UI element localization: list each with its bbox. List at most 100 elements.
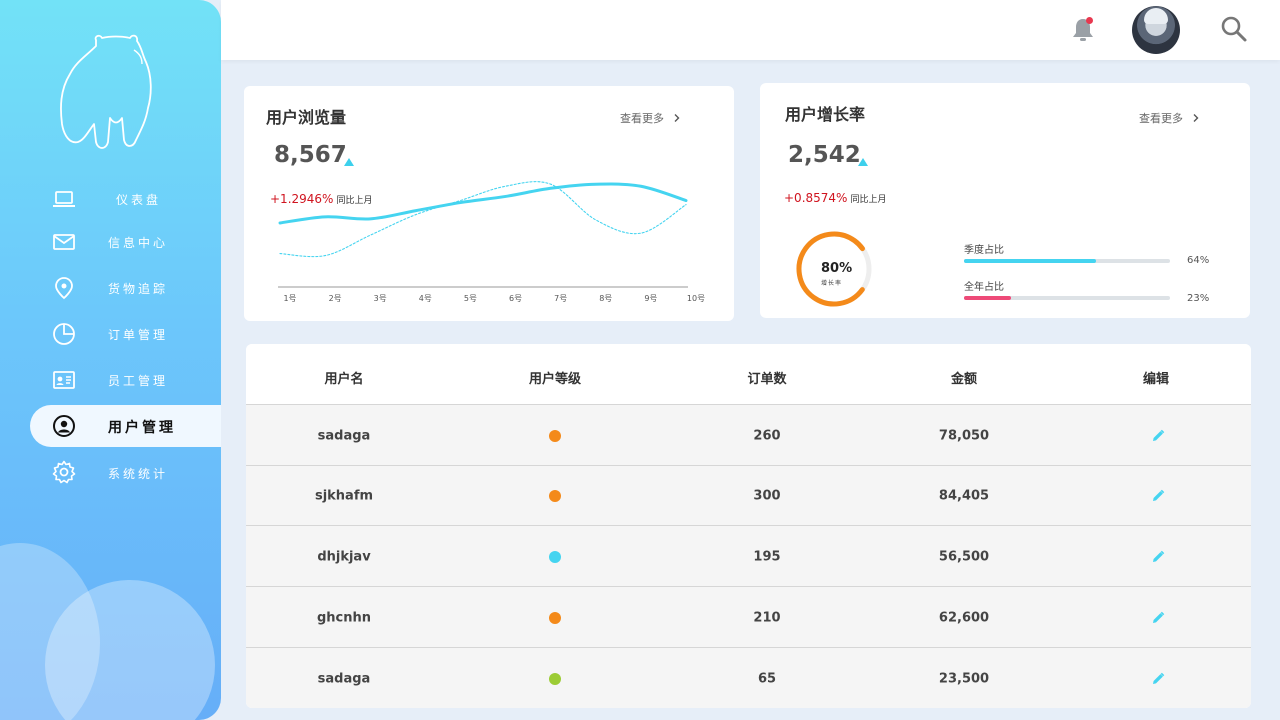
pencil-icon[interactable]	[1151, 429, 1165, 443]
chevron-right-icon	[674, 114, 679, 122]
table-header: 用户名 用户等级 订单数 金额 编辑	[246, 344, 1251, 404]
table-row[interactable]: sadaga 260 78,050	[246, 404, 1251, 465]
quarter-bar	[964, 259, 1170, 263]
sidebar-item-label: 用户管理	[108, 420, 176, 436]
sidebar-item-staff-management[interactable]: 员工管理	[30, 359, 221, 401]
user-name-cell: ghcnhn	[316, 610, 372, 626]
amount-cell: 23,500	[938, 671, 990, 687]
bell-icon[interactable]	[1070, 16, 1096, 44]
sidebar-item-label: 系统统计	[108, 467, 169, 481]
amount-cell: 78,050	[938, 428, 990, 444]
column-header[interactable]: 编辑	[1142, 372, 1170, 387]
user-name-cell: sadaga	[317, 671, 371, 687]
user-name-cell: sadaga	[317, 428, 371, 444]
x-tick-label: 10号	[687, 294, 705, 303]
pencil-icon[interactable]	[1151, 550, 1165, 564]
level-dot	[549, 430, 561, 442]
gauge-value: 80%	[821, 261, 853, 276]
pencil-icon[interactable]	[1151, 489, 1165, 503]
search-icon[interactable]	[1220, 15, 1248, 43]
change-value: +1.2946%	[270, 192, 334, 206]
table-row[interactable]: ghcnhn 210 62,600	[246, 586, 1251, 647]
amount-cell: 56,500	[938, 549, 990, 565]
amount-cell: 84,405	[938, 488, 990, 504]
table-row[interactable]: dhjkjav 195 56,500	[246, 525, 1251, 586]
gauge-label: 增长率	[821, 280, 843, 287]
x-tick-label: 2号	[329, 294, 342, 303]
bar-value: 23%	[1187, 293, 1210, 304]
sidebar-item-user-management[interactable]: 用户管理	[30, 405, 221, 447]
x-tick-label: 5号	[464, 294, 477, 303]
column-header[interactable]: 用户等级	[528, 372, 582, 387]
card-title: 用户增长率	[785, 105, 866, 124]
pencil-icon[interactable]	[1151, 611, 1165, 625]
sidebar-item-dashboard[interactable]: 仪表盘	[30, 178, 221, 220]
x-tick-label: 6号	[509, 294, 522, 303]
line-chart: 1号 2号 3号 4号 5号 6号 7号 8号 9号 10号	[278, 181, 705, 303]
column-header[interactable]: 用户名	[324, 372, 364, 387]
up-triangle-icon	[858, 158, 868, 166]
view-more-label: 查看更多	[620, 112, 664, 125]
bar-fill	[964, 259, 1096, 263]
avatar[interactable]	[1132, 6, 1180, 54]
avatar-hat	[1144, 8, 1168, 24]
x-tick-label: 4号	[419, 294, 432, 303]
amount-cell: 62,600	[938, 610, 990, 626]
orders-cell: 65	[757, 671, 777, 687]
chevron-right-icon	[1193, 114, 1198, 122]
view-more-link[interactable]: 查看更多	[1139, 110, 1201, 126]
column-header[interactable]: 金额	[950, 372, 978, 387]
change-value: +0.8574%	[784, 191, 848, 205]
sidebar-item-system-stats[interactable]: 系统统计	[30, 456, 221, 498]
gear-icon	[52, 460, 76, 484]
year-bar	[964, 296, 1170, 300]
orders-cell: 260	[753, 428, 781, 444]
bear-logo-icon	[60, 34, 152, 149]
mail-icon	[53, 234, 75, 250]
growth-value: 2,542	[788, 142, 861, 168]
views-value: 8,567	[274, 142, 347, 168]
top-bar	[221, 0, 1280, 60]
id-card-icon	[53, 371, 75, 389]
notification-dot	[1086, 17, 1093, 24]
sidebar-item-label: 货物追踪	[108, 282, 169, 296]
sidebar-item-info-center[interactable]: 信息中心	[30, 221, 221, 263]
sidebar-item-label: 仪表盘	[116, 193, 162, 207]
compare-label: 同比上月	[336, 196, 373, 206]
orders-cell: 210	[753, 610, 781, 626]
views-change: +1.2946% 同比上月	[270, 192, 372, 206]
card-title: 用户浏览量	[266, 108, 347, 127]
sidebar-item-cargo-tracking[interactable]: 货物追踪	[30, 267, 221, 309]
pie-chart-icon	[53, 323, 75, 345]
level-dot	[549, 490, 561, 502]
bar-value: 64%	[1187, 255, 1210, 266]
table-row[interactable]: sjkhafm 300 84,405	[246, 465, 1251, 525]
user-views-card: 用户浏览量 查看更多 8,567 +1.2946% 同比上月 1号 2号 3号 4号 5号…	[244, 86, 734, 321]
user-circle-icon	[53, 415, 75, 437]
growth-gauge	[796, 231, 872, 307]
up-triangle-icon	[344, 158, 354, 166]
x-tick-label: 9号	[644, 294, 657, 303]
sidebar-item-order-management[interactable]: 订单管理	[30, 313, 221, 355]
gauge-arc	[796, 231, 872, 307]
user-name-cell: dhjkjav	[317, 549, 371, 565]
decorative-bubble	[45, 580, 215, 720]
laptop-icon	[53, 191, 75, 207]
bar-fill	[964, 296, 1012, 300]
x-tick-label: 1号	[283, 294, 296, 303]
column-header[interactable]: 订单数	[747, 372, 787, 387]
sidebar: 仪表盘 信息中心 货物追踪 订单管理	[0, 0, 221, 720]
location-pin-icon	[55, 277, 73, 300]
table-row[interactable]: sadaga 65 23,500	[246, 647, 1251, 708]
bar-label: 季度占比	[964, 245, 1004, 256]
orders-cell: 195	[753, 549, 781, 565]
pencil-icon[interactable]	[1151, 672, 1165, 686]
sidebar-item-label: 员工管理	[108, 374, 169, 388]
level-dot	[549, 673, 561, 685]
sidebar-item-label: 信息中心	[108, 236, 169, 250]
level-dot	[549, 551, 561, 563]
view-more-link[interactable]: 查看更多	[620, 110, 682, 126]
x-tick-label: 7号	[554, 294, 567, 303]
growth-change: +0.8574% 同比上月	[784, 191, 886, 205]
compare-label: 同比上月	[850, 195, 887, 205]
